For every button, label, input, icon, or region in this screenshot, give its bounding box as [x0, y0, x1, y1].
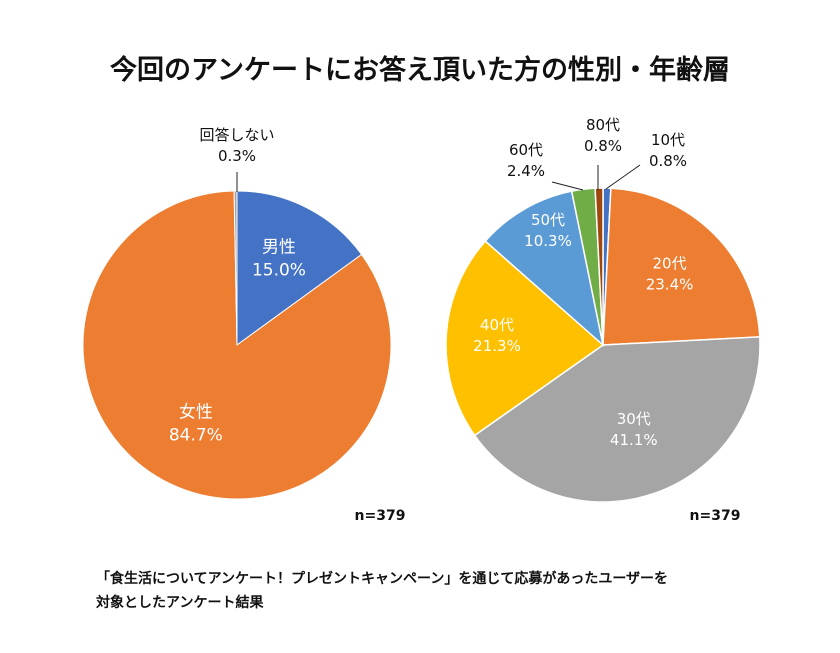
slice-value-label: 41.1% [610, 431, 658, 449]
pie-slice [484, 190, 605, 348]
pie-slice [594, 187, 604, 346]
sample-size-label: n=379 [690, 508, 741, 524]
pie-slice [236, 190, 363, 346]
slice-value-label: 0.8% [649, 152, 687, 170]
pie-slice [82, 190, 392, 500]
slice-value-label: 21.3% [473, 337, 521, 355]
slice-value-label: 23.4% [646, 275, 694, 293]
footnote-line-2: 対象としたアンケート結果 [96, 595, 264, 611]
slice-value-label: 2.4% [507, 162, 545, 180]
slice-value-label: 0.8% [584, 137, 622, 155]
pie-slice [473, 336, 761, 503]
slice-value-label: 10.3% [524, 232, 572, 250]
pie-slice [602, 187, 761, 346]
slice-label: 10代 [651, 131, 685, 149]
slice-label: 女性 [179, 403, 213, 423]
slice-label: 回答しない [199, 126, 274, 144]
slice-label: 60代 [509, 141, 543, 159]
slice-label: 20代 [653, 254, 687, 272]
slice-value-label: 0.3% [218, 147, 256, 165]
slice-label: 30代 [617, 410, 651, 428]
footnote-line-1: 「食生活についてアンケート！プレゼントキャンペーン」を通じて応募があったユーザー… [96, 571, 669, 587]
pie-chart-1: 男性 15.0% 女性 84.7% 回答しない 0.3% n=379 [82, 126, 406, 524]
slice-label: 男性 [262, 238, 296, 258]
pie-chart-2: 10代 0.8% 20代 23.4% 30代 41.1% 40代 21.3% 50代 10.3% 6… [445, 116, 761, 524]
slice-value-label: 84.7% [169, 426, 223, 446]
sample-size-label: n=379 [355, 508, 406, 524]
slice-value-label: 15.0% [252, 261, 306, 281]
slice-label: 80代 [586, 116, 620, 134]
leader-line [551, 181, 584, 191]
chart-title: 今回のアンケートにお答え頂いた方の性別・年齢層 [110, 55, 730, 86]
slice-label: 40代 [480, 316, 514, 334]
slice-label: 50代 [531, 211, 565, 229]
pie-slice [445, 240, 605, 437]
leader-line [605, 164, 641, 190]
